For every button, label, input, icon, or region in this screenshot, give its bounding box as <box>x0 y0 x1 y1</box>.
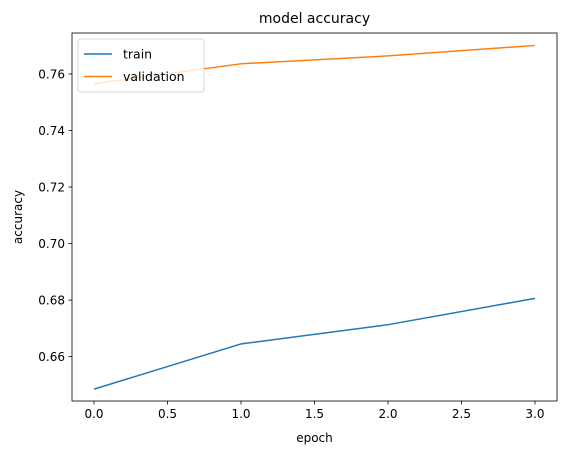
legend-label-validation: validation <box>123 69 185 84</box>
y-axis: 0.66 0.68 0.70 0.72 0.74 0.76 <box>38 67 72 364</box>
y-tick-label: 0.68 <box>38 293 65 307</box>
x-tick-label: 0.0 <box>84 407 103 421</box>
y-tick-label: 0.66 <box>38 350 65 364</box>
y-tick-label: 0.76 <box>38 67 65 81</box>
chart-title: model accuracy <box>259 11 370 27</box>
y-tick-label: 0.70 <box>38 237 65 251</box>
y-tick-label: 0.72 <box>38 180 65 194</box>
x-tick-label: 3.0 <box>525 407 544 421</box>
x-tick-label: 0.5 <box>158 407 177 421</box>
x-axis-label: epoch <box>296 431 333 445</box>
legend: train validation <box>77 38 205 93</box>
legend-label-train: train <box>123 47 152 62</box>
legend-box <box>77 38 205 93</box>
x-tick-label: 2.5 <box>452 407 471 421</box>
y-axis-label: accuracy <box>11 190 25 244</box>
x-tick-label: 2.0 <box>378 407 397 421</box>
y-tick-label: 0.74 <box>38 124 65 138</box>
x-tick-label: 1.5 <box>305 407 324 421</box>
x-tick-label: 1.0 <box>231 407 250 421</box>
x-axis: 0.0 0.5 1.0 1.5 2.0 2.5 3.0 <box>84 401 545 421</box>
plot-lines <box>93 44 536 390</box>
series-line-train <box>93 297 536 390</box>
